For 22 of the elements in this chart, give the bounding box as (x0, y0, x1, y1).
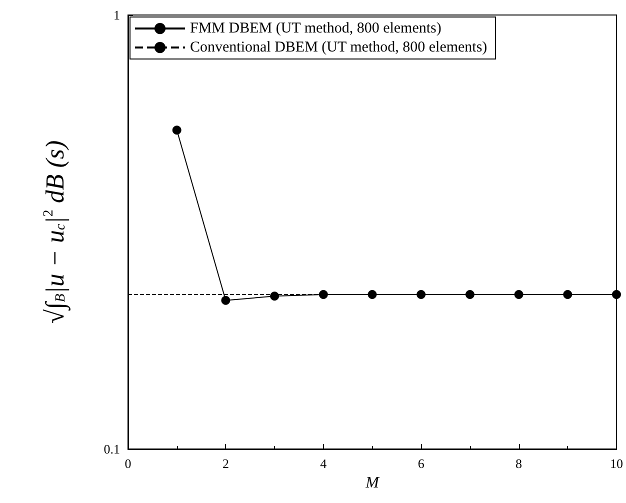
point (465, 290, 474, 299)
point (514, 290, 524, 299)
y-axis-title: √∫B|u − uc|2 dB (s) (40, 140, 70, 324)
x-tick-label: 0 (124, 456, 132, 471)
legend-label: Conventional DBEM (UT method, 800 elements) (190, 40, 488, 56)
x-tick-label: 6 (418, 456, 425, 471)
point (368, 290, 377, 299)
point (270, 292, 280, 301)
point (318, 290, 328, 299)
x-tick-label: 4 (320, 456, 328, 471)
x-tick-label: 8 (516, 456, 522, 471)
point (172, 126, 182, 135)
y-tick-label: 1 (114, 8, 120, 22)
x-tick-label: 2 (222, 456, 229, 471)
legend-label: FMM DBEM (UT method, 800 elements) (190, 20, 442, 36)
x-tick-label: 10 (610, 456, 623, 471)
point (221, 296, 230, 305)
y-tick-label: 0.1 (104, 442, 120, 456)
point (416, 290, 426, 299)
x-axis-title: M (364, 474, 381, 492)
point (612, 290, 621, 299)
point (563, 290, 572, 299)
